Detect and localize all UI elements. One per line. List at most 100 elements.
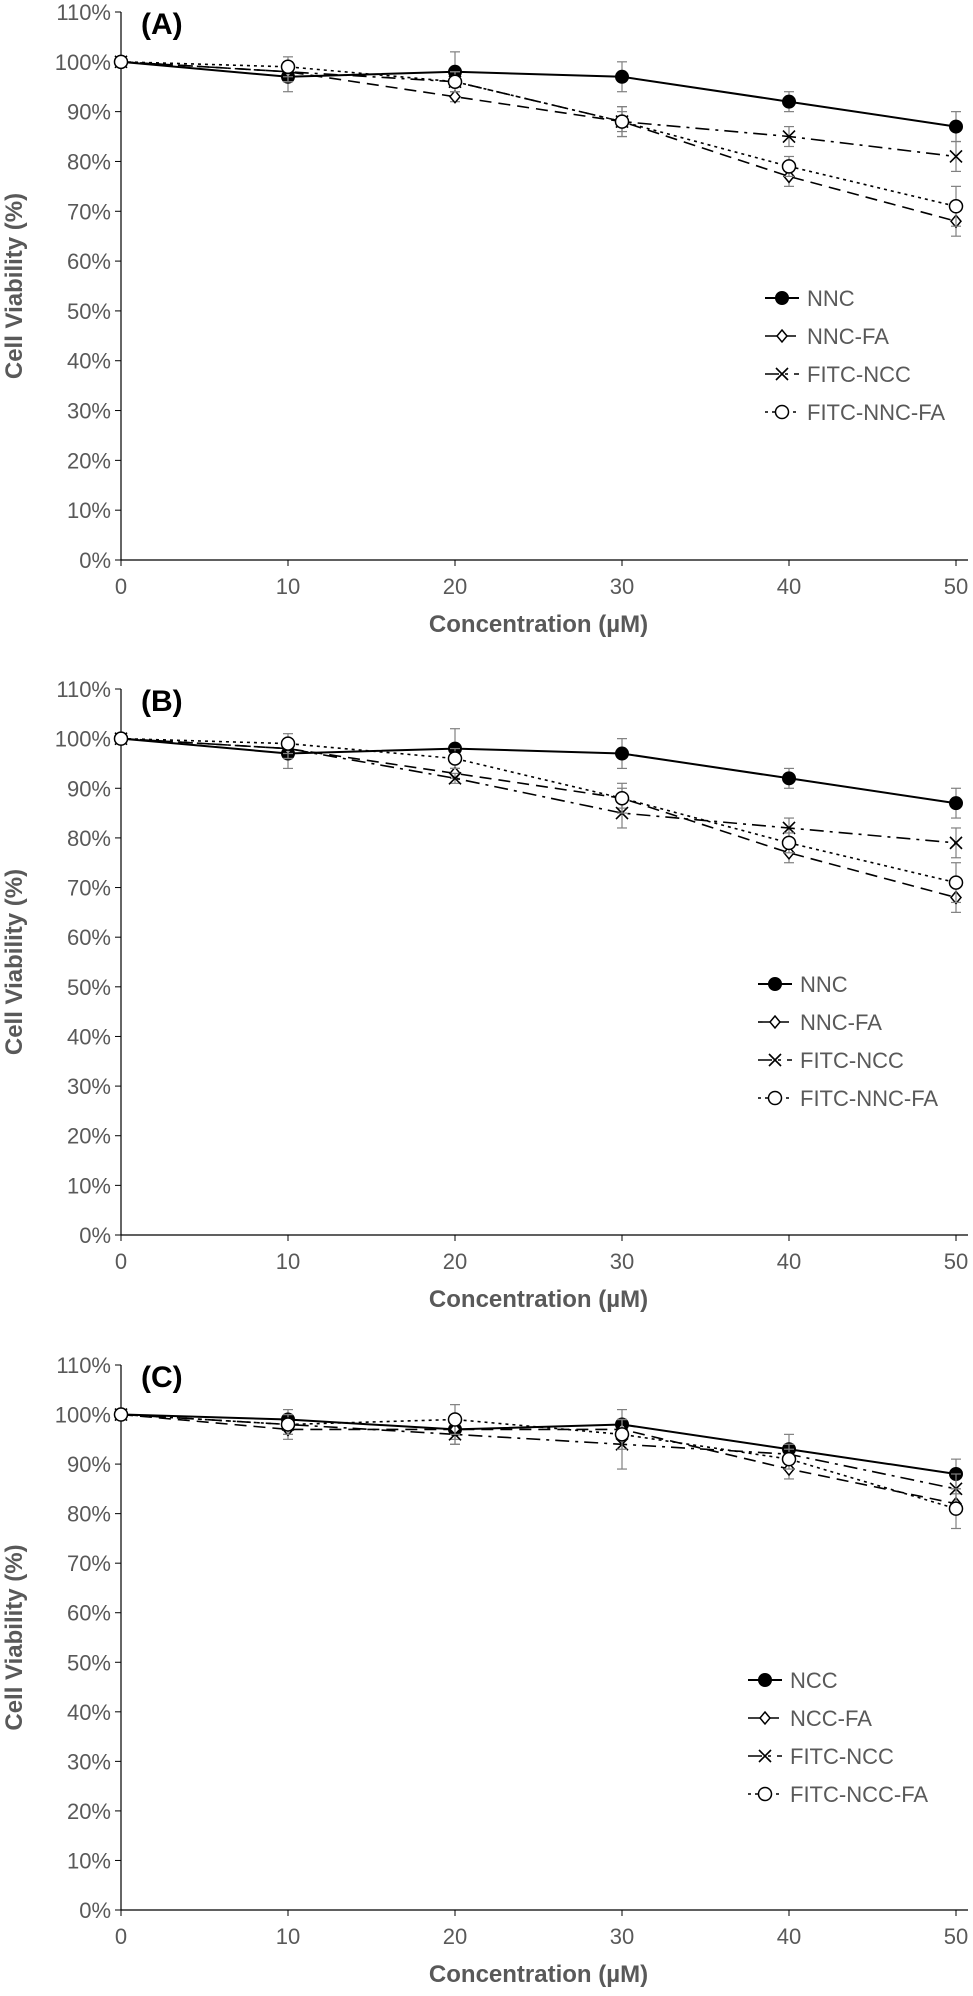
- series-line: [120, 1413, 957, 1475]
- legend-label: NNC-FA: [800, 1010, 882, 1035]
- legend-marker: [758, 1673, 772, 1687]
- x-tick-label: 50: [944, 574, 968, 599]
- x-tick-label: 50: [944, 1249, 968, 1274]
- data-point: [280, 59, 296, 75]
- x-tick-label: 30: [610, 1924, 634, 1949]
- legend-marker: [774, 404, 790, 420]
- y-tick-label: 100%: [55, 1403, 111, 1428]
- series-line: [120, 61, 957, 222]
- y-tick-label: 20%: [67, 1799, 111, 1824]
- series-fitc-ncc-fa: [113, 1404, 964, 1530]
- y-tick-label: 10%: [67, 498, 111, 523]
- data-point: [949, 796, 963, 811]
- y-tick-label: 20%: [67, 448, 111, 473]
- data-point: [782, 94, 796, 109]
- series-ncc-fa: [115, 1407, 962, 1515]
- legend-label: FITC-NCC: [800, 1048, 904, 1073]
- legend-label: FITC-NNC-FA: [800, 1086, 938, 1111]
- data-point: [949, 149, 963, 164]
- x-tick-label: 40: [777, 1249, 801, 1274]
- panel-label: (C): [141, 1361, 183, 1394]
- legend-label: NNC: [807, 286, 855, 311]
- series-line: [120, 60, 957, 128]
- y-axis-title: Cell Viability (%): [1, 193, 28, 379]
- data-point: [948, 875, 964, 890]
- series-ncc: [114, 1407, 963, 1490]
- series-line: [120, 737, 957, 844]
- data-point: [782, 129, 796, 144]
- data-point: [280, 736, 296, 751]
- series-nnc-fa: [115, 54, 962, 237]
- legend-label: NNC: [800, 972, 848, 997]
- data-point: [781, 159, 797, 174]
- x-tick-label: 0: [115, 1924, 127, 1949]
- y-tick-label: 0%: [79, 548, 111, 573]
- y-tick-label: 70%: [67, 199, 111, 224]
- data-point: [614, 790, 630, 806]
- legend-label: FITC-NCC-FA: [790, 1782, 928, 1807]
- x-tick-label: 30: [610, 1249, 634, 1274]
- data-point: [948, 199, 964, 214]
- y-tick-label: 30%: [67, 1074, 111, 1099]
- chart-panel-2: 0% 10% 20% 30% 40% 50% 60% 70% 80% 90% 100% 110% 0 10…: [1, 677, 968, 1313]
- x-tick-label: 10: [276, 574, 300, 599]
- data-point: [113, 54, 129, 70]
- legend-marker: [775, 367, 789, 381]
- x-axis-title: Concentration (µM): [429, 611, 648, 638]
- data-point: [614, 114, 630, 129]
- y-tick-label: 60%: [67, 249, 111, 274]
- legend-marker: [776, 328, 788, 344]
- y-axis-title: Cell Viability (%): [1, 869, 28, 1055]
- y-tick-label: 80%: [67, 1502, 111, 1527]
- data-point: [447, 751, 463, 766]
- legend-marker: [767, 1090, 783, 1106]
- series-line: [120, 737, 957, 805]
- x-axis-title: Concentration (µM): [429, 1961, 648, 1988]
- y-tick-label: 30%: [67, 1749, 111, 1774]
- series-nnc-fa: [115, 731, 962, 913]
- series-line: [120, 61, 957, 208]
- series-fitc-nnc-fa: [113, 54, 964, 227]
- data-point: [615, 746, 629, 761]
- legend-label: FITC-NCC: [790, 1744, 894, 1769]
- y-tick-label: 20%: [67, 1124, 111, 1149]
- y-tick-label: 70%: [67, 1551, 111, 1576]
- y-tick-label: 10%: [67, 1848, 111, 1873]
- y-tick-label: 60%: [67, 925, 111, 950]
- data-point: [782, 771, 796, 786]
- data-point: [447, 74, 463, 89]
- series-line: [120, 737, 957, 884]
- y-tick-label: 110%: [56, 0, 111, 25]
- data-point: [113, 1407, 129, 1422]
- legend: NCC NCC-FA FITC-NCC FITC-NCC-FA: [748, 1668, 928, 1807]
- y-tick-label: 110%: [56, 677, 111, 702]
- series-line: [120, 737, 957, 899]
- x-axis-title: Concentration (µM): [429, 1286, 648, 1313]
- legend: NNC NNC-FA FITC-NCC FITC-NNC-FA: [758, 972, 938, 1111]
- series-line: [120, 61, 957, 158]
- data-point: [782, 821, 796, 835]
- y-tick-label: 10%: [67, 1173, 111, 1198]
- y-tick-label: 50%: [67, 975, 111, 1000]
- y-tick-label: 100%: [55, 727, 111, 752]
- x-tick-label: 20: [443, 574, 467, 599]
- legend-marker: [768, 977, 782, 991]
- legend-label: FITC-NCC: [807, 362, 911, 387]
- x-tick-label: 40: [777, 574, 801, 599]
- x-tick-label: 20: [443, 1249, 467, 1274]
- series-fitc-nnc-fa: [113, 731, 964, 904]
- y-tick-label: 40%: [67, 349, 111, 374]
- legend: NNC NNC-FA FITC-NCC FITC-NNC-FA: [765, 286, 945, 425]
- y-tick-label: 0%: [79, 1223, 111, 1248]
- data-point: [449, 89, 461, 104]
- y-tick-label: 30%: [67, 399, 111, 424]
- legend-marker: [769, 1014, 781, 1030]
- y-tick-label: 50%: [67, 299, 111, 324]
- series-line: [120, 1413, 957, 1505]
- legend-label: FITC-NNC-FA: [807, 400, 945, 425]
- y-tick-label: 70%: [67, 876, 111, 901]
- data-point: [949, 119, 963, 134]
- x-tick-label: 10: [276, 1924, 300, 1949]
- x-tick-label: 10: [276, 1249, 300, 1274]
